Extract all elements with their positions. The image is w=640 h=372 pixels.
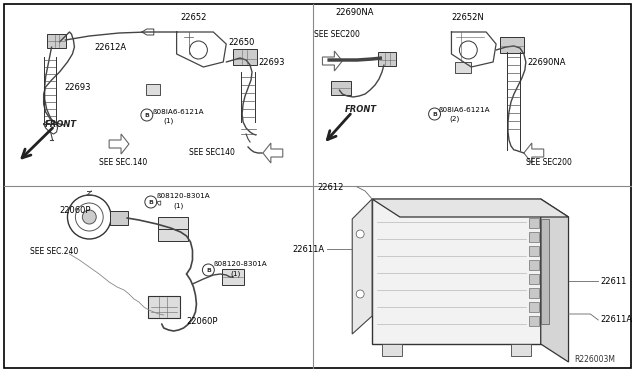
Text: 22612: 22612 — [317, 183, 344, 192]
FancyBboxPatch shape — [456, 62, 471, 73]
Bar — [529, 288, 539, 298]
FancyBboxPatch shape — [233, 49, 257, 65]
Text: B: B — [145, 112, 149, 118]
Text: (2): (2) — [449, 116, 460, 122]
Text: SEE SEC200: SEE SEC200 — [314, 29, 360, 38]
Text: ß08120-8301A: ß08120-8301A — [157, 193, 211, 199]
Circle shape — [356, 230, 364, 238]
Bar — [529, 232, 539, 242]
Polygon shape — [263, 143, 283, 163]
Text: B: B — [432, 112, 437, 116]
Text: 22611A: 22611A — [292, 244, 324, 253]
FancyBboxPatch shape — [332, 81, 351, 95]
Text: (1): (1) — [164, 118, 174, 124]
Text: 22652: 22652 — [180, 13, 207, 22]
FancyBboxPatch shape — [378, 52, 396, 66]
Polygon shape — [372, 199, 568, 217]
Bar — [529, 274, 539, 284]
Text: 22690NA: 22690NA — [335, 7, 374, 16]
Text: 22693: 22693 — [65, 83, 91, 92]
FancyBboxPatch shape — [110, 211, 128, 225]
Text: 22611A: 22611A — [600, 315, 632, 324]
Text: FRONT: FRONT — [45, 119, 77, 128]
Polygon shape — [323, 51, 342, 71]
Circle shape — [145, 196, 157, 208]
Circle shape — [76, 203, 103, 231]
Bar — [529, 218, 539, 228]
Text: 22650: 22650 — [228, 38, 255, 46]
Text: B: B — [148, 199, 153, 205]
Circle shape — [67, 195, 111, 239]
Circle shape — [141, 109, 153, 121]
Text: ß08120-8301A: ß08120-8301A — [213, 261, 267, 267]
Polygon shape — [541, 199, 568, 362]
Bar — [529, 302, 539, 312]
Circle shape — [356, 290, 364, 298]
Text: ß08IA6-6121A: ß08IA6-6121A — [438, 107, 490, 113]
Circle shape — [429, 108, 440, 120]
Polygon shape — [109, 134, 129, 154]
FancyBboxPatch shape — [148, 296, 180, 318]
Text: SEE SEC140: SEE SEC140 — [189, 148, 234, 157]
Text: 22060P: 22060P — [186, 317, 218, 327]
Text: (1): (1) — [230, 271, 241, 277]
Text: SEE SEC.240: SEE SEC.240 — [30, 247, 78, 257]
FancyBboxPatch shape — [47, 34, 67, 48]
Text: 22612A: 22612A — [94, 42, 126, 51]
Circle shape — [460, 41, 477, 59]
Circle shape — [202, 264, 214, 276]
Bar — [529, 246, 539, 256]
Circle shape — [189, 41, 207, 59]
Bar — [372, 199, 541, 344]
Text: 22060P: 22060P — [60, 205, 91, 215]
Text: SEE SEC.140: SEE SEC.140 — [99, 157, 147, 167]
Bar — [382, 344, 402, 356]
Text: FRONT: FRONT — [346, 105, 378, 113]
FancyBboxPatch shape — [222, 269, 244, 285]
Text: 22693: 22693 — [258, 58, 284, 67]
Bar — [541, 219, 548, 324]
Polygon shape — [352, 199, 372, 334]
Text: B: B — [206, 267, 211, 273]
Bar — [529, 316, 539, 326]
Text: 22690NA: 22690NA — [528, 58, 566, 67]
Text: 22652N: 22652N — [451, 13, 484, 22]
Bar — [511, 344, 531, 356]
Circle shape — [83, 210, 96, 224]
Bar — [529, 260, 539, 270]
Text: ß08IA6-6121A: ß08IA6-6121A — [153, 109, 204, 115]
Polygon shape — [524, 143, 544, 163]
Text: SEE SEC200: SEE SEC200 — [526, 157, 572, 167]
Text: R226003M: R226003M — [574, 356, 615, 365]
Text: (1): (1) — [173, 203, 184, 209]
FancyBboxPatch shape — [157, 217, 188, 229]
FancyBboxPatch shape — [157, 229, 188, 241]
FancyBboxPatch shape — [146, 84, 160, 95]
Text: 22611: 22611 — [600, 276, 627, 285]
FancyBboxPatch shape — [500, 37, 524, 53]
